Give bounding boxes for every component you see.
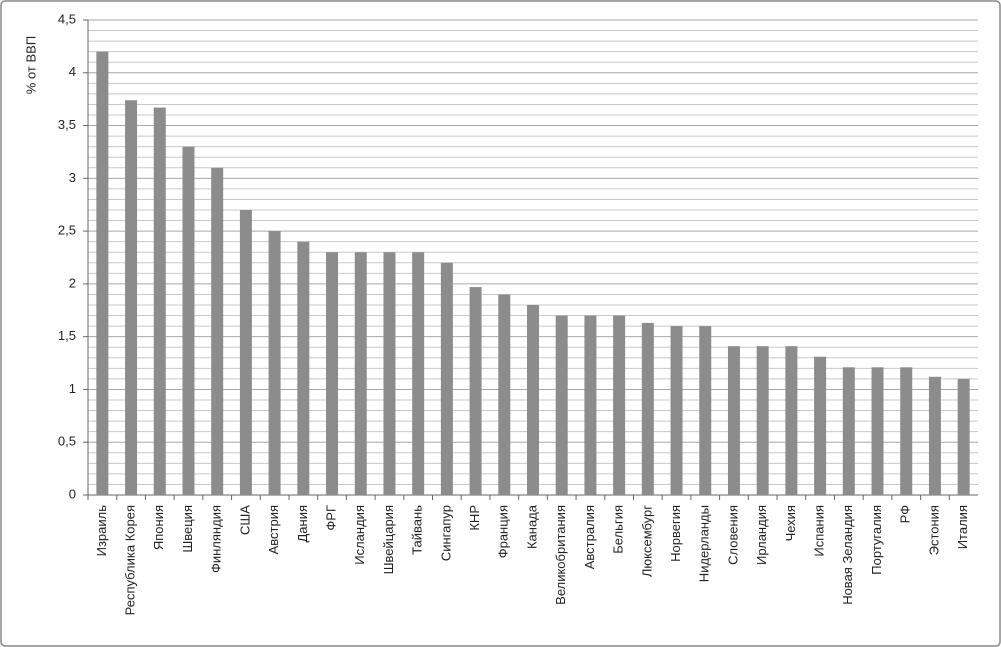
x-tick-label: Италия bbox=[955, 505, 970, 549]
bar bbox=[527, 305, 539, 495]
bar bbox=[326, 252, 339, 495]
bar bbox=[613, 315, 626, 495]
bar bbox=[211, 167, 224, 495]
x-tick-label: Эстония bbox=[926, 505, 941, 555]
x-tick-label: Норвегия bbox=[668, 505, 683, 562]
bar bbox=[153, 107, 166, 495]
x-tick-label: Швеция bbox=[180, 505, 195, 553]
bar bbox=[814, 356, 827, 495]
x-tick-label: Япония bbox=[151, 505, 166, 550]
x-tick-label: ФРГ bbox=[323, 505, 338, 531]
x-tick-label: Исландия bbox=[352, 505, 367, 565]
bar bbox=[756, 346, 769, 495]
bar bbox=[900, 367, 913, 495]
x-tick-label: Швейцария bbox=[381, 505, 396, 574]
x-tick-label: Сингапур bbox=[438, 505, 453, 561]
x-tick-label: Португалия bbox=[869, 505, 884, 575]
x-tick-label: Финляндия bbox=[209, 505, 224, 573]
bar bbox=[727, 346, 740, 495]
x-tick-label: Республика Корея bbox=[123, 505, 138, 615]
bar bbox=[239, 210, 252, 495]
x-tick-label: Австралия bbox=[582, 505, 597, 569]
bar bbox=[584, 315, 597, 495]
y-tick-label: 4 bbox=[69, 64, 76, 79]
bar bbox=[555, 315, 568, 495]
y-tick-label: 3 bbox=[69, 170, 76, 185]
bar bbox=[842, 367, 855, 495]
bar bbox=[785, 346, 798, 495]
y-tick-label: 0,5 bbox=[58, 434, 76, 449]
bar bbox=[182, 146, 195, 495]
y-tick-label: 1 bbox=[69, 381, 76, 396]
x-tick-label: Испания bbox=[812, 505, 827, 557]
bar bbox=[469, 287, 482, 495]
y-tick-label: 0 bbox=[69, 486, 76, 501]
x-tick-label: Новая Зеландия bbox=[840, 505, 855, 605]
bar bbox=[125, 100, 138, 495]
bar bbox=[871, 367, 884, 495]
bar bbox=[670, 326, 683, 495]
x-tick-label: Словения bbox=[725, 505, 740, 565]
bar bbox=[268, 231, 281, 495]
bar bbox=[641, 322, 654, 495]
x-tick-label: Бельгия bbox=[611, 505, 626, 554]
x-tick-label: КНР bbox=[467, 505, 482, 531]
x-tick-label: Нидерланды bbox=[697, 505, 712, 582]
y-tick-label: 2,5 bbox=[58, 223, 76, 238]
x-tick-label: Великобритания bbox=[553, 505, 568, 605]
x-tick-label: РФ bbox=[898, 505, 913, 524]
bar bbox=[354, 252, 367, 495]
y-tick-label: 2 bbox=[69, 275, 76, 290]
bar bbox=[412, 252, 425, 495]
x-tick-label: Ирландия bbox=[754, 505, 769, 565]
bar bbox=[957, 378, 970, 495]
bar bbox=[96, 51, 109, 496]
y-axis-title: % от ВВП bbox=[23, 36, 38, 94]
bar bbox=[297, 241, 310, 495]
bar bbox=[440, 262, 453, 495]
y-tick-label: 4,5 bbox=[58, 11, 76, 26]
x-tick-label: Израиль bbox=[94, 505, 109, 557]
x-tick-label: Франция bbox=[496, 505, 511, 558]
bar bbox=[699, 326, 712, 495]
bar bbox=[383, 252, 396, 495]
bar bbox=[498, 294, 511, 495]
bar bbox=[928, 376, 941, 495]
x-tick-label: США bbox=[237, 505, 252, 535]
x-tick-label: Канада bbox=[524, 504, 539, 549]
x-tick-label: Люксембург bbox=[639, 505, 654, 577]
y-tick-label: 3,5 bbox=[58, 117, 76, 132]
y-tick-label: 1,5 bbox=[58, 328, 76, 343]
x-tick-label: Дания bbox=[295, 505, 310, 543]
x-tick-label: Чехия bbox=[783, 505, 798, 541]
x-tick-label: Тайвань bbox=[410, 505, 425, 555]
x-tick-label: Австрия bbox=[266, 505, 281, 554]
